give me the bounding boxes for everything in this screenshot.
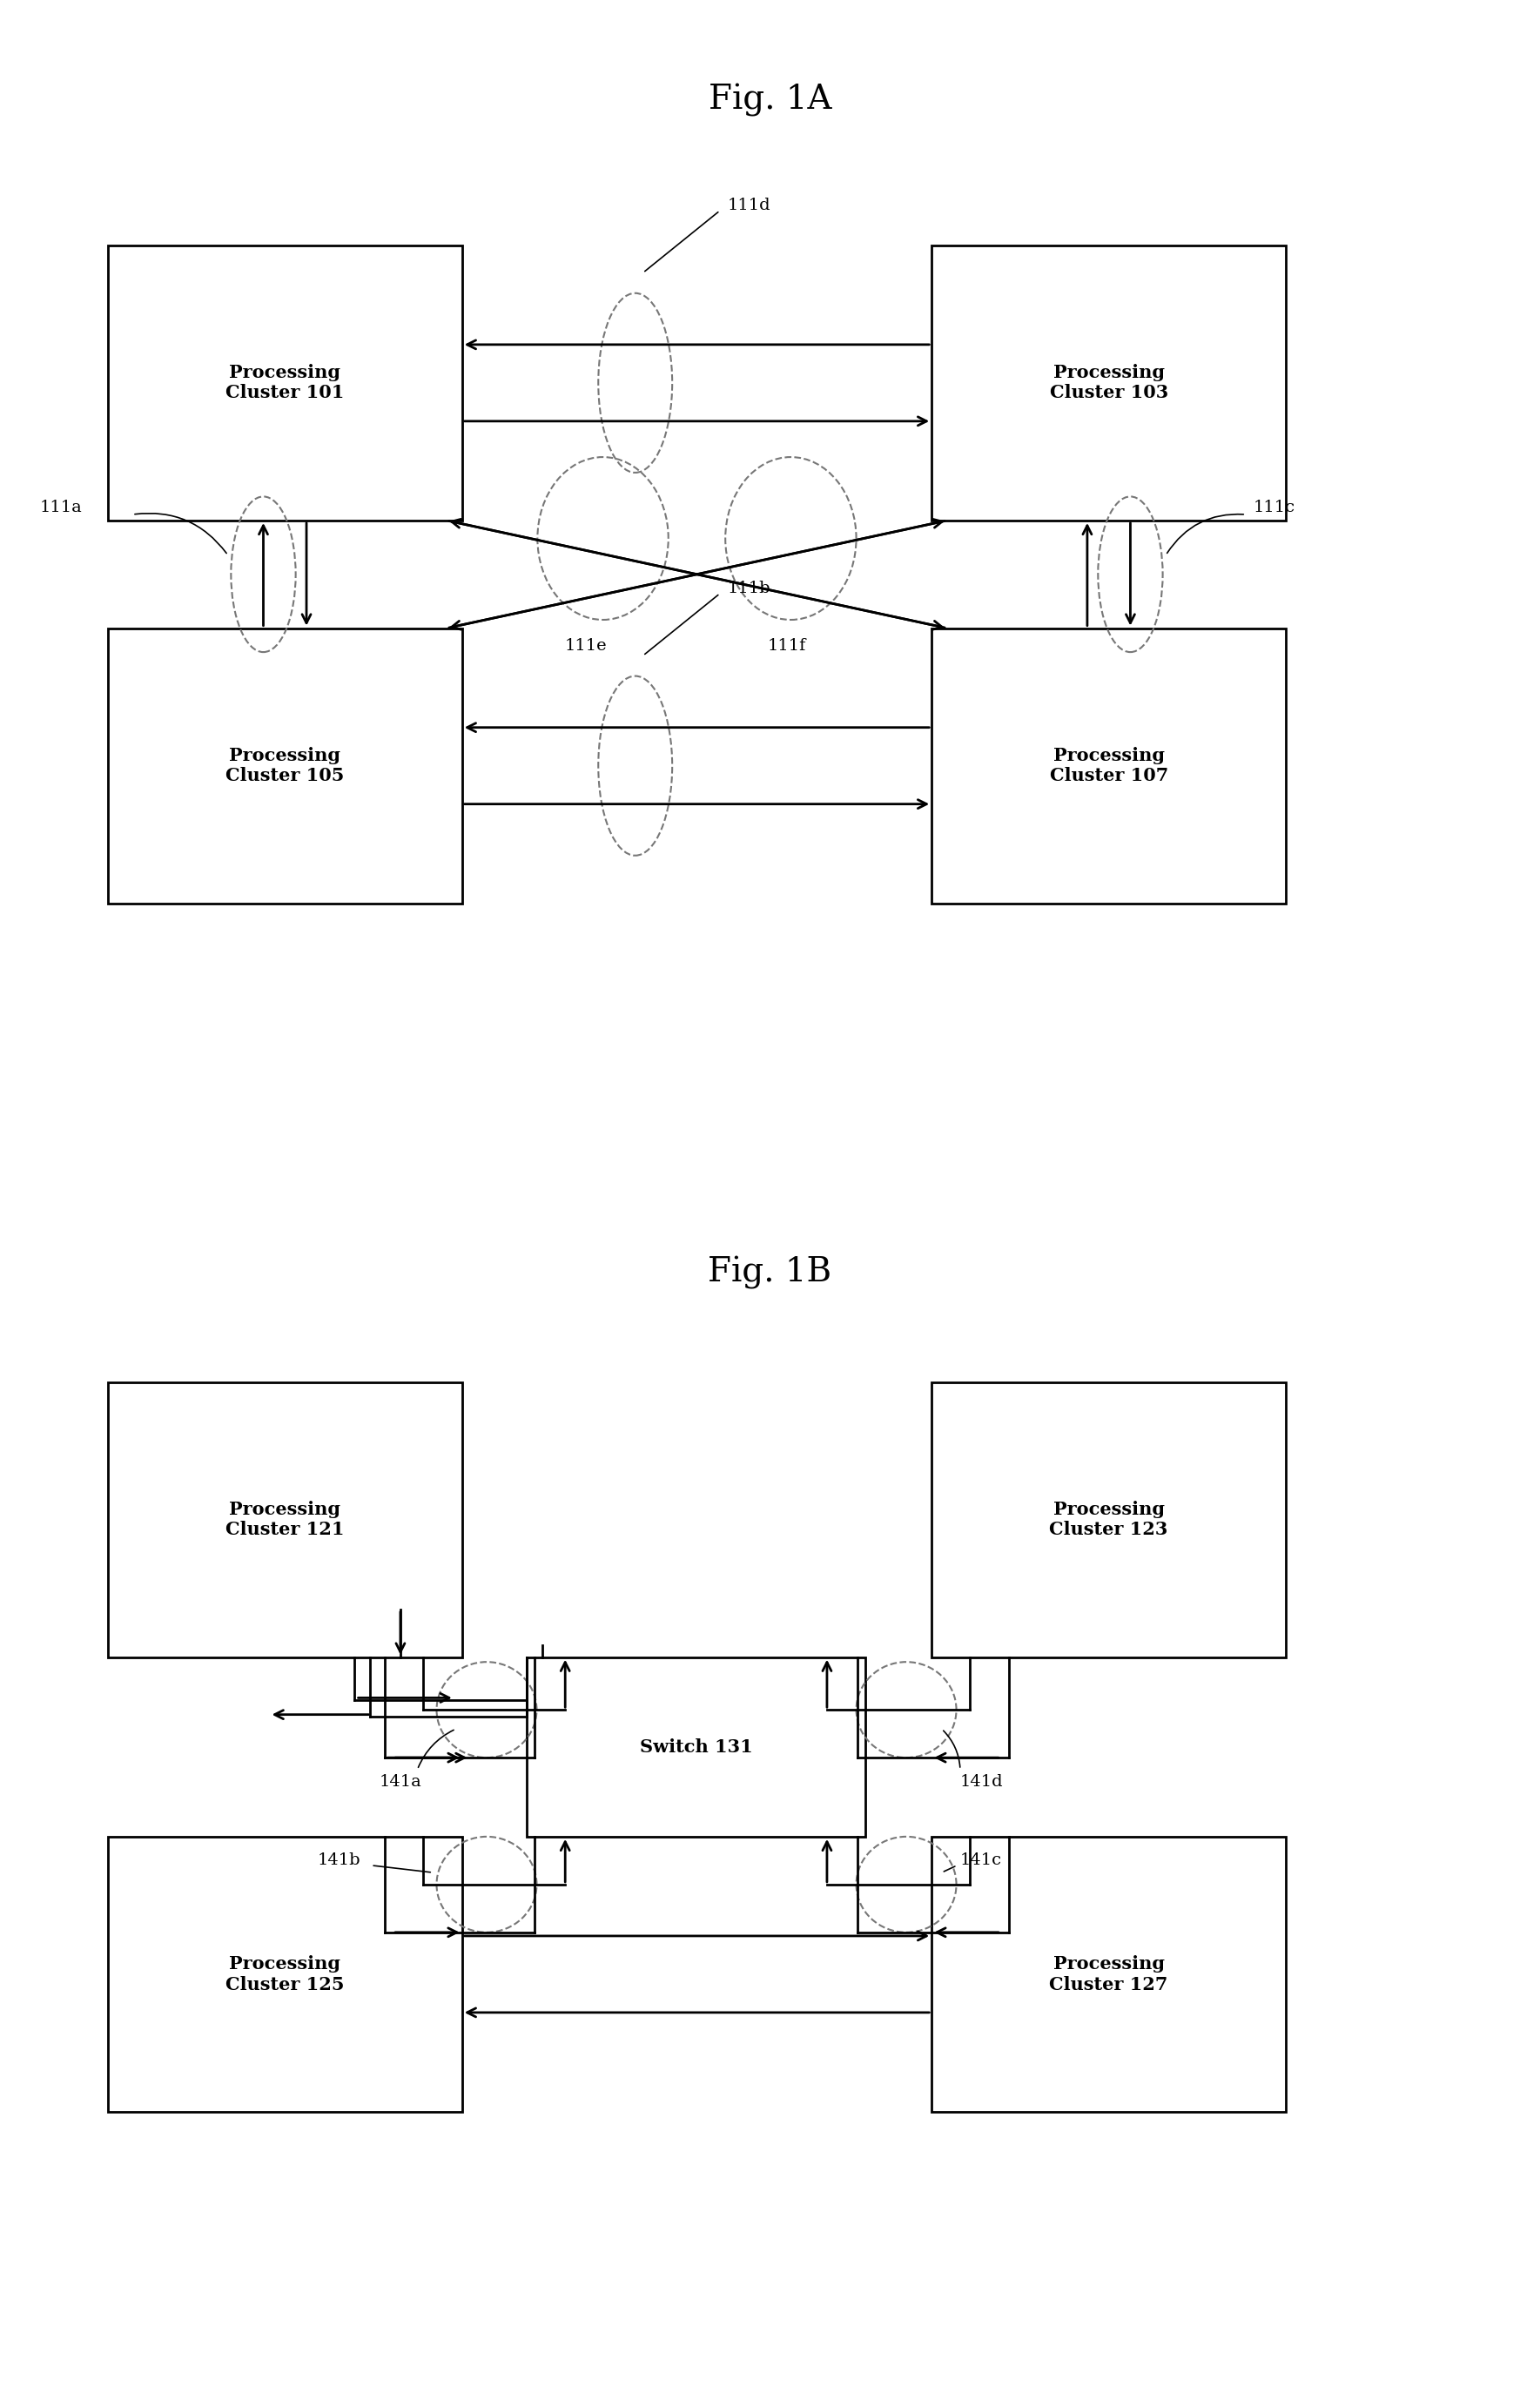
Text: Processing
Cluster 121: Processing Cluster 121 [225, 1500, 345, 1539]
Text: Fig. 1B: Fig. 1B [708, 1256, 832, 1290]
Text: Processing
Cluster 101: Processing Cluster 101 [225, 364, 345, 402]
Text: Processing
Cluster 127: Processing Cluster 127 [1049, 1955, 1169, 1993]
Bar [932, 246, 1286, 522]
Bar [108, 1838, 462, 2113]
Bar [108, 246, 462, 522]
Text: Processing
Cluster 105: Processing Cluster 105 [225, 747, 345, 785]
Text: Switch 131: Switch 131 [639, 1737, 753, 1756]
Text: 111b: 111b [728, 581, 772, 596]
Text: 111c: 111c [1254, 500, 1295, 514]
Text: Processing
Cluster 125: Processing Cluster 125 [225, 1955, 345, 1993]
Text: 111d: 111d [728, 199, 772, 213]
Text: Processing
Cluster 107: Processing Cluster 107 [1049, 747, 1169, 785]
Text: 111e: 111e [564, 639, 607, 653]
Bar [108, 1383, 462, 1656]
Bar [527, 1656, 865, 1838]
Text: 141c: 141c [961, 1852, 1003, 1869]
Bar [932, 1383, 1286, 1656]
Text: Processing
Cluster 123: Processing Cluster 123 [1049, 1500, 1169, 1539]
Bar [932, 1838, 1286, 2113]
Text: 141a: 141a [379, 1773, 422, 1790]
Text: Fig. 1A: Fig. 1A [708, 84, 832, 117]
Text: 141b: 141b [317, 1852, 360, 1869]
Text: 111f: 111f [767, 639, 807, 653]
Bar [108, 627, 462, 902]
Text: 141d: 141d [961, 1773, 1004, 1790]
Text: Processing
Cluster 103: Processing Cluster 103 [1049, 364, 1169, 402]
Bar [932, 627, 1286, 902]
Text: 111a: 111a [40, 500, 83, 514]
